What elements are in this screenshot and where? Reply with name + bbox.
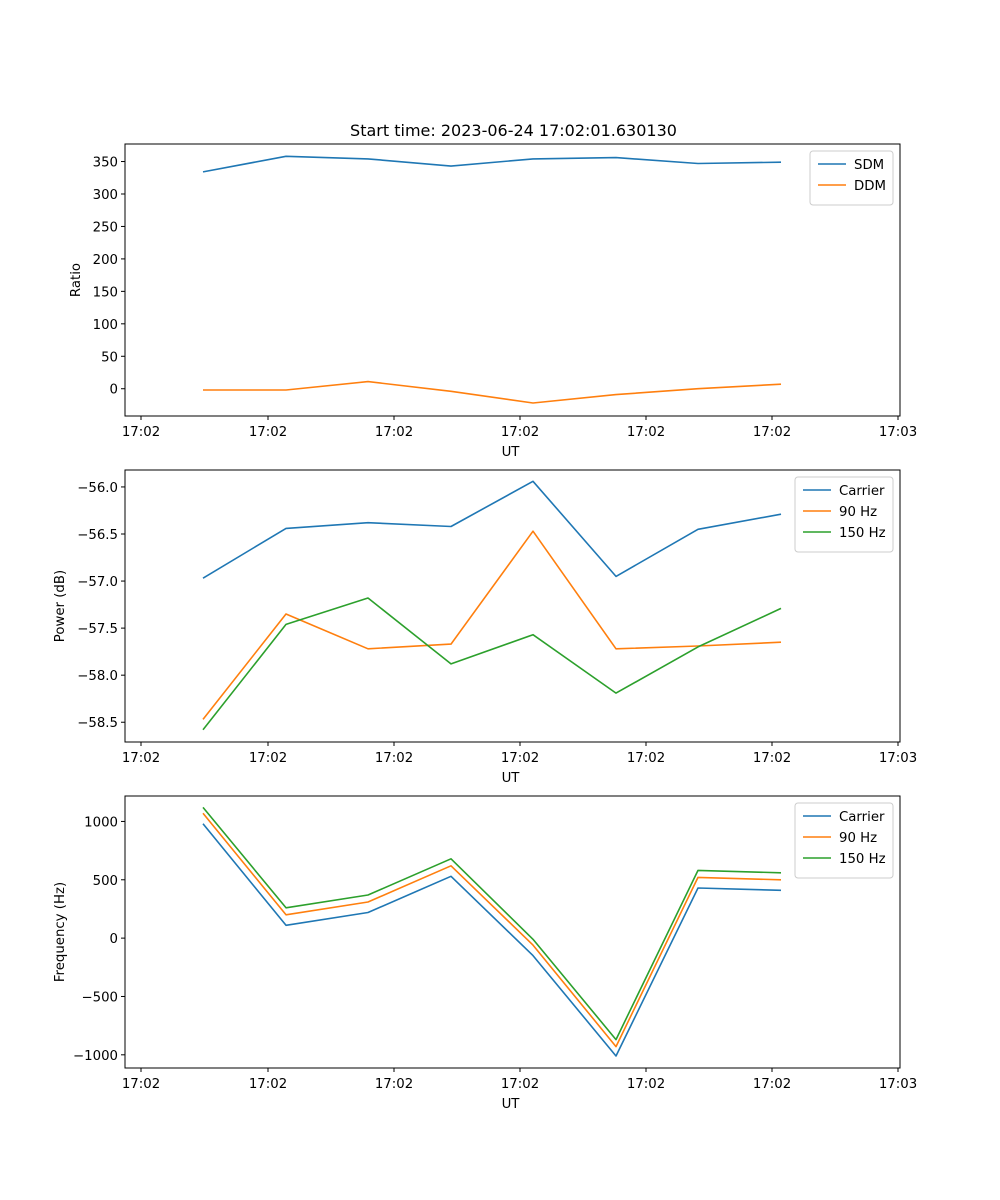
legend-box (794, 802, 894, 879)
y-tick-label: −57.0 (77, 575, 118, 590)
x-tick-label: 17:02 (375, 751, 413, 766)
x-tick-label: 17:03 (879, 425, 917, 440)
x-tick-label: 17:02 (753, 425, 791, 440)
y-tick-label: 350 (93, 156, 118, 171)
legend: Carrier 90 Hz 150 Hz (794, 476, 894, 553)
y-tick-label: −500 (81, 990, 118, 1005)
series-line-ddm (203, 380, 782, 404)
legend-label: 150 Hz (839, 526, 886, 541)
x-tick-label: 17:02 (122, 1077, 160, 1092)
y-tick-label: 200 (93, 253, 118, 268)
plot-frame (124, 469, 901, 743)
y-tick-label: −56.0 (77, 481, 118, 496)
y-tick-label: 0 (110, 932, 118, 947)
x-tick-label: 17:02 (249, 751, 287, 766)
x-tick-label: 17:02 (122, 425, 160, 440)
plot-frame (124, 795, 901, 1069)
frequency-panel: −1000 −500 0 500 1000 17:02 17:02 17:02 17:02 17:… (53, 795, 917, 1112)
y-axis-label: Frequency (Hz) (53, 882, 68, 982)
x-tick-label: 17:03 (879, 1077, 917, 1092)
legend-box (794, 476, 894, 553)
legend-label: Carrier (839, 810, 885, 825)
y-tick-label: −56.5 (77, 528, 118, 543)
x-tick-label: 17:02 (501, 751, 539, 766)
plot-frame (124, 143, 901, 417)
x-tick-label: 17:02 (375, 1077, 413, 1092)
x-axis-label: UT (502, 445, 521, 460)
x-tick-label: 17:02 (627, 1077, 665, 1092)
series-line-90-hz (202, 812, 782, 1048)
legend-label: Carrier (839, 484, 885, 499)
x-tick-label: 17:02 (249, 425, 287, 440)
y-tick-label: 150 (93, 285, 118, 300)
y-axis-label: Power (dB) (53, 570, 68, 642)
y-tick-label: 50 (101, 350, 118, 365)
series-line-carrier (202, 823, 782, 1057)
chart-title: Start time: 2023-06-24 17:02:01.630130 (350, 121, 677, 140)
series-line-sdm (202, 155, 782, 173)
x-tick-label: 17:02 (753, 751, 791, 766)
y-tick-label: 100 (93, 318, 118, 333)
x-tick-label: 17:02 (375, 425, 413, 440)
y-tick-label: 300 (93, 188, 118, 203)
x-tick-label: 17:02 (627, 751, 665, 766)
x-tick-label: 17:02 (753, 1077, 791, 1092)
legend-label: DDM (854, 179, 886, 194)
x-tick-label: 17:02 (122, 751, 160, 766)
y-tick-label: 1000 (84, 815, 118, 830)
legend: SDM DDM (809, 150, 894, 206)
legend: Carrier 90 Hz 150 Hz (794, 802, 894, 879)
y-tick-label: 0 (110, 383, 118, 398)
y-tick-label: 500 (93, 874, 118, 889)
x-tick-label: 17:02 (249, 1077, 287, 1092)
x-axis-label: UT (502, 771, 521, 786)
y-axis-label: Ratio (69, 263, 84, 297)
series-line-90-hz (202, 530, 782, 720)
x-tick-label: 17:02 (501, 425, 539, 440)
x-tick-label: 17:02 (501, 1077, 539, 1092)
x-axis-label: UT (502, 1097, 521, 1112)
series-line-150-hz (202, 597, 782, 731)
legend-label: SDM (854, 158, 884, 173)
y-tick-label: −58.5 (77, 716, 118, 731)
series-line-150-hz (202, 806, 782, 1041)
y-tick-label: 250 (93, 220, 118, 235)
legend-label: 90 Hz (839, 505, 877, 520)
series-line-carrier (202, 480, 782, 579)
x-tick-label: 17:02 (627, 425, 665, 440)
y-tick-label: −58.0 (77, 669, 118, 684)
y-tick-label: −57.5 (77, 622, 118, 637)
power-panel: −58.5 −58.0 −57.5 −57.0 −56.5 −56.0 17:02 17:02… (53, 469, 917, 786)
y-tick-label: −1000 (73, 1049, 118, 1064)
legend-label: 90 Hz (839, 831, 877, 846)
x-tick-label: 17:03 (879, 751, 917, 766)
ratio-panel: 0 50 100 150 200 250 300 350 17:02 17:02 17:02 17:0… (69, 121, 917, 460)
legend-label: 150 Hz (839, 852, 886, 867)
